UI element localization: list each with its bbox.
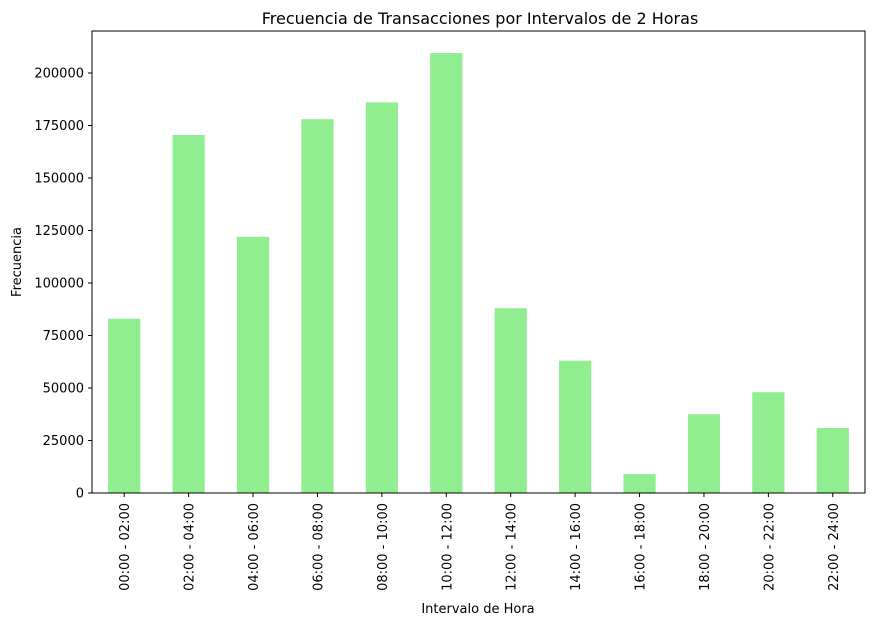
y-tick-label-7: 175000 xyxy=(34,119,84,134)
bar-4 xyxy=(365,102,398,494)
x-axis: 00:00 - 02:00 02:00 - 04:00 04:00 - 06:00 0… xyxy=(118,493,842,591)
x-tick-label-2: 04:00 - 06:00 xyxy=(247,503,262,591)
bar-3 xyxy=(301,119,334,493)
x-tick-label-6: 12:00 - 14:00 xyxy=(505,503,520,591)
bar-1 xyxy=(172,134,205,493)
x-tick-label-0: 00:00 - 02:00 xyxy=(118,503,133,591)
x-tick-label-1: 02:00 - 04:00 xyxy=(183,503,198,591)
y-axis-label: Frecuencia xyxy=(10,227,25,297)
y-tick-label-0: 0 xyxy=(76,487,84,502)
x-tick-label-7: 14:00 - 16:00 xyxy=(569,503,584,591)
plot-frame xyxy=(91,30,866,494)
y-axis: 0 25000 50000 75000 100000 125000 150000 175000… xyxy=(34,67,92,502)
y-tick-label-1: 25000 xyxy=(43,434,84,449)
bars-group xyxy=(108,53,849,494)
bar-0 xyxy=(108,318,141,493)
x-tick-label-11: 22:00 - 24:00 xyxy=(827,503,842,591)
y-tick-label-6: 150000 xyxy=(34,172,84,187)
bar-7 xyxy=(559,360,592,493)
x-tick-label-9: 18:00 - 20:00 xyxy=(698,503,713,591)
bar-6 xyxy=(494,308,527,493)
x-tick-label-4: 08:00 - 10:00 xyxy=(376,503,391,591)
x-axis-label: Intervalo de Hora xyxy=(421,602,534,617)
bar-9 xyxy=(687,414,721,493)
y-tick-label-4: 100000 xyxy=(34,277,84,292)
x-tick-label-10: 20:00 - 22:00 xyxy=(762,503,777,591)
bar-10 xyxy=(752,392,785,493)
x-tick-label-3: 06:00 - 08:00 xyxy=(311,503,326,591)
bar-11 xyxy=(816,427,849,493)
x-tick-label-8: 16:00 - 18:00 xyxy=(634,503,649,591)
x-tick-label-5: 10:00 - 12:00 xyxy=(440,503,455,591)
chart-title: Frecuencia de Transacciones por Interval… xyxy=(262,9,699,28)
bar-2 xyxy=(236,236,270,494)
y-tick-label-2: 50000 xyxy=(43,382,84,397)
y-tick-label-5: 125000 xyxy=(34,224,84,239)
bar-8 xyxy=(623,474,656,493)
bar-5 xyxy=(430,53,463,494)
y-tick-label-3: 75000 xyxy=(43,329,84,344)
y-tick-label-8: 200000 xyxy=(34,67,84,82)
